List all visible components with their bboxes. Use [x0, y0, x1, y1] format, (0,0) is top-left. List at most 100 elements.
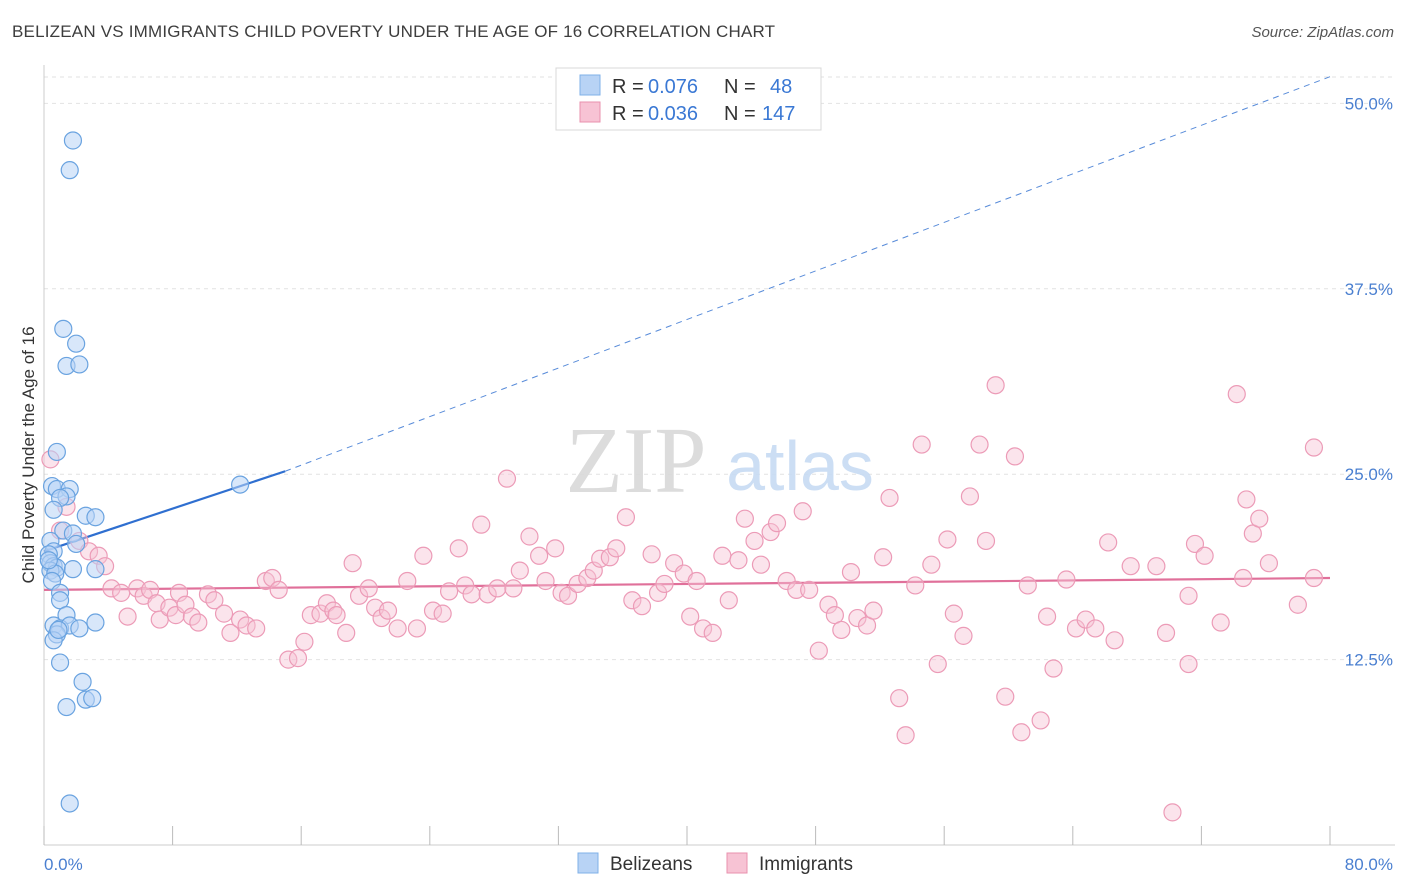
immigrants-point-82 — [681, 607, 700, 626]
immigrants-point-40 — [343, 554, 362, 573]
immigrants-point-57 — [478, 585, 497, 604]
immigrants-point-56 — [472, 515, 491, 534]
immigrants-point-71 — [591, 549, 610, 568]
belizeans-point-36 — [86, 613, 105, 632]
immigrants-point-131 — [1086, 619, 1105, 638]
immigrants-point-143 — [1234, 568, 1253, 588]
immigrants-point-74 — [616, 508, 636, 527]
bottom-legend-immigrants: Immigrants — [759, 854, 853, 875]
immigrants-point-49 — [414, 546, 433, 565]
immigrants-point-59 — [497, 469, 517, 488]
immigrants-point-30 — [269, 580, 288, 599]
immigrants-point-65 — [546, 539, 565, 558]
immigrants-point-144 — [1237, 490, 1256, 509]
immigrants-point-139 — [1185, 534, 1205, 554]
immigrants-point-141 — [1211, 613, 1230, 632]
immigrants-point-73 — [607, 539, 626, 558]
immigrants-point-84 — [693, 619, 713, 638]
immigrants-point-88 — [729, 551, 748, 570]
immigrants-point-123 — [1012, 723, 1031, 742]
immigrants-point-121 — [996, 687, 1015, 706]
chart-title: BELIZEAN VS IMMIGRANTS CHILD POVERTY UND… — [12, 22, 776, 41]
immigrants-point-92 — [761, 522, 780, 542]
immigrants-point-27 — [247, 619, 266, 638]
immigrants-point-52 — [439, 582, 459, 601]
immigrants-point-86 — [713, 546, 732, 565]
immigrants-point-127 — [1044, 659, 1063, 678]
belizeans-point-40 — [50, 653, 70, 672]
immigrants-point-90 — [745, 531, 764, 551]
bottom-legend-swatch-immigrants — [726, 852, 748, 874]
belizeans-point-0 — [63, 131, 83, 150]
y-axis-title: Child Poverty Under the Age of 16 — [19, 326, 38, 583]
x-tick-label-1: 80.0% — [1345, 855, 1393, 874]
immigrants-point-128 — [1057, 570, 1076, 589]
immigrants-point-53 — [449, 539, 468, 558]
immigrants-point-149 — [1179, 586, 1198, 605]
y-tick-label-2: 37.5% — [1345, 280, 1393, 299]
immigrants-point-115 — [944, 604, 963, 623]
immigrants-point-38 — [327, 606, 346, 625]
grid-lines — [44, 76, 1395, 661]
series-belizeans — [39, 131, 250, 813]
immigrants-point-107 — [880, 488, 899, 508]
immigrants-point-132 — [1099, 533, 1118, 552]
immigrants-point-113 — [928, 654, 947, 674]
immigrants-point-47 — [398, 571, 417, 591]
immigrants-point-87 — [719, 591, 738, 610]
immigrants-point-89 — [735, 509, 754, 528]
immigrants-point-77 — [642, 545, 661, 564]
immigrants-point-68 — [568, 574, 587, 594]
watermark-atlas: atlas — [726, 427, 874, 505]
immigrants-point-138 — [1179, 654, 1198, 674]
immigrants-point-117 — [960, 487, 980, 506]
immigrants-point-9 — [118, 607, 137, 626]
y-tick-label-1: 25.0% — [1345, 465, 1393, 484]
immigrants-point-148 — [1304, 438, 1324, 457]
immigrants-point-98 — [809, 641, 828, 660]
immigrants-point-125 — [1031, 711, 1050, 730]
immigrants-point-34 — [301, 606, 320, 625]
immigrants-point-146 — [1250, 509, 1269, 528]
belizeans-point-28 — [86, 560, 105, 579]
immigrants-point-64 — [536, 571, 555, 591]
immigrants-point-31 — [279, 650, 298, 669]
immigrants-point-124 — [1018, 576, 1037, 595]
legend-r-label-2: R = — [612, 103, 644, 125]
belizeans-point-37 — [70, 619, 89, 638]
legend-n-value-belizeans: 48 — [770, 76, 792, 98]
legend-box: R = 0.076 N = 48 R = 0.036 N = 147 — [555, 67, 822, 131]
axes — [43, 65, 1395, 846]
immigrants-point-61 — [510, 561, 529, 580]
immigrants-point-85 — [703, 623, 722, 643]
immigrants-point-95 — [787, 580, 806, 599]
belizeans-point-46 — [39, 551, 58, 570]
immigrants-point-135 — [1147, 557, 1166, 576]
immigrants-point-54 — [456, 576, 475, 595]
immigrants-point-83 — [687, 571, 706, 591]
immigrants-point-58 — [488, 579, 507, 598]
belizeans-point-6 — [47, 442, 66, 462]
watermark: ZIP atlas — [566, 409, 874, 513]
immigrants-point-126 — [1037, 607, 1057, 626]
immigrants-point-44 — [372, 608, 391, 628]
belizeans-point-1 — [60, 161, 79, 180]
immigrants-point-108 — [890, 689, 909, 708]
belizeans-point-47 — [49, 620, 68, 640]
immigrants-point-133 — [1105, 631, 1124, 650]
immigrants-point-63 — [530, 546, 549, 565]
belizeans-point-13 — [86, 508, 105, 527]
y-tick-label-0: 12.5% — [1345, 651, 1393, 670]
belizeans-point-44 — [57, 697, 76, 717]
legend-r-label-1: R = — [612, 76, 644, 98]
immigrants-point-69 — [578, 568, 597, 588]
immigrants-point-151 — [1288, 595, 1307, 614]
legend-swatch-belizeans — [579, 74, 601, 96]
immigrants-point-39 — [337, 623, 356, 643]
series-immigrants — [41, 376, 1324, 822]
immigrants-point-32 — [288, 649, 308, 668]
x-tick-labels: 0.0% 80.0% — [44, 855, 1393, 874]
immigrants-point-55 — [462, 585, 481, 604]
immigrants-point-60 — [504, 579, 523, 598]
immigrants-point-91 — [751, 555, 771, 574]
